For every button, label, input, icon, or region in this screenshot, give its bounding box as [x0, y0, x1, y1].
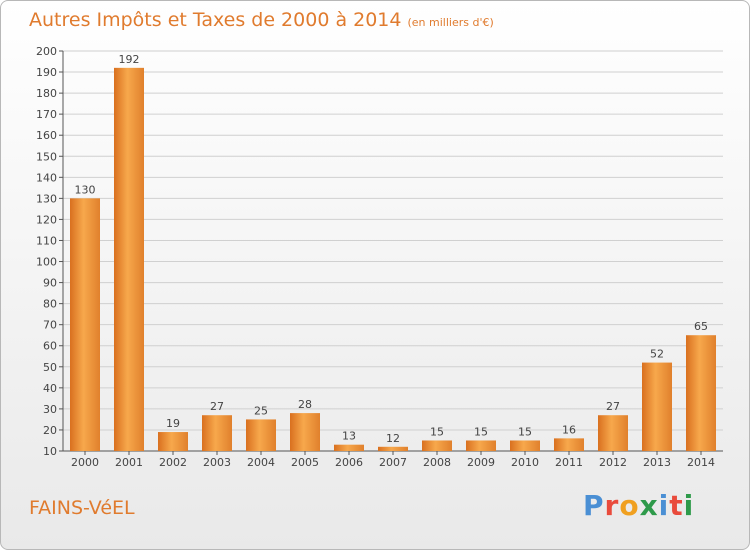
axes: 10 20 30 40 50 60 70 80 90 100 110 120 130 140 150 160 1… [36, 45, 723, 469]
y-tick-label: 120 [36, 213, 57, 226]
bar-value-label: 27 [606, 400, 620, 413]
bar [246, 419, 276, 451]
bar-value-label: 19 [166, 417, 180, 430]
bar-value-label: 192 [119, 53, 140, 66]
bar [422, 440, 452, 451]
y-tick-label: 30 [43, 403, 57, 416]
y-tick-label: 20 [43, 424, 57, 437]
y-tick-label: 200 [36, 45, 57, 58]
y-tick-label: 180 [36, 87, 57, 100]
y-tick-label: 170 [36, 108, 57, 121]
x-tick-label: 2006 [335, 456, 363, 469]
bar-value-label: 27 [210, 400, 224, 413]
bar [378, 446, 408, 451]
bar [686, 335, 716, 451]
y-tick-label: 150 [36, 150, 57, 163]
x-tick-label: 2005 [291, 456, 319, 469]
proxiti-logo: Proxiti [583, 489, 695, 522]
y-tick-label: 130 [36, 192, 57, 205]
x-tick-label: 2000 [71, 456, 99, 469]
bar [202, 415, 232, 451]
x-tick-label: 2010 [511, 456, 539, 469]
y-tick-label: 40 [43, 382, 57, 395]
x-tick-label: 2011 [555, 456, 583, 469]
data-labels: 130 192 19 27 25 28 13 12 15 15 15 16 27 52 65 [75, 53, 709, 445]
x-tick-label: 2004 [247, 456, 275, 469]
bar-value-label: 28 [298, 398, 312, 411]
x-tick-label: 2013 [643, 456, 671, 469]
bar-value-label: 15 [518, 425, 532, 438]
bar-value-label: 130 [75, 183, 96, 196]
x-tick-label: 2007 [379, 456, 407, 469]
y-tick-label: 90 [43, 277, 57, 290]
bar [290, 413, 320, 451]
y-tick-label: 140 [36, 171, 57, 184]
y-tick-label: 80 [43, 298, 57, 311]
x-tick-label: 2008 [423, 456, 451, 469]
bar-value-label: 52 [650, 348, 664, 361]
bar [334, 444, 364, 451]
y-tick-label: 160 [36, 129, 57, 142]
y-tick-label: 190 [36, 66, 57, 79]
y-tick-label: 70 [43, 319, 57, 332]
bar-value-label: 12 [386, 432, 400, 445]
x-tick-label: 2003 [203, 456, 231, 469]
bar-value-label: 13 [342, 430, 356, 443]
bar [70, 198, 100, 451]
bars [70, 67, 716, 451]
bar-value-label: 15 [430, 425, 444, 438]
y-tick-label: 50 [43, 361, 57, 374]
bar [466, 440, 496, 451]
x-tick-label: 2002 [159, 456, 187, 469]
y-tick-label: 60 [43, 340, 57, 353]
title-text: Autres Impôts et Taxes de 2000 à 2014 [29, 9, 402, 31]
grid-lines [63, 50, 723, 452]
y-tick-label: 100 [36, 256, 57, 269]
x-tick-label: 2012 [599, 456, 627, 469]
bar [598, 415, 628, 451]
bar-value-label: 15 [474, 425, 488, 438]
place-name: FAINS-VéEL [29, 497, 135, 519]
bar [554, 438, 584, 451]
bar-value-label: 25 [254, 404, 268, 417]
y-tick-label: 110 [36, 234, 57, 247]
bar [510, 440, 540, 451]
chart-title: Autres Impôts et Taxes de 2000 à 2014 (en… [29, 9, 494, 31]
bar-value-label: 16 [562, 423, 576, 436]
unit-label: (en milliers d'€) [407, 16, 494, 29]
x-tick-label: 2001 [115, 456, 143, 469]
y-tick-label: 10 [43, 445, 57, 458]
bar [642, 362, 672, 451]
bar-value-label: 65 [694, 320, 708, 333]
bar [114, 67, 144, 451]
x-tick-label: 2009 [467, 456, 495, 469]
bar [158, 432, 188, 451]
x-tick-label: 2014 [687, 456, 715, 469]
